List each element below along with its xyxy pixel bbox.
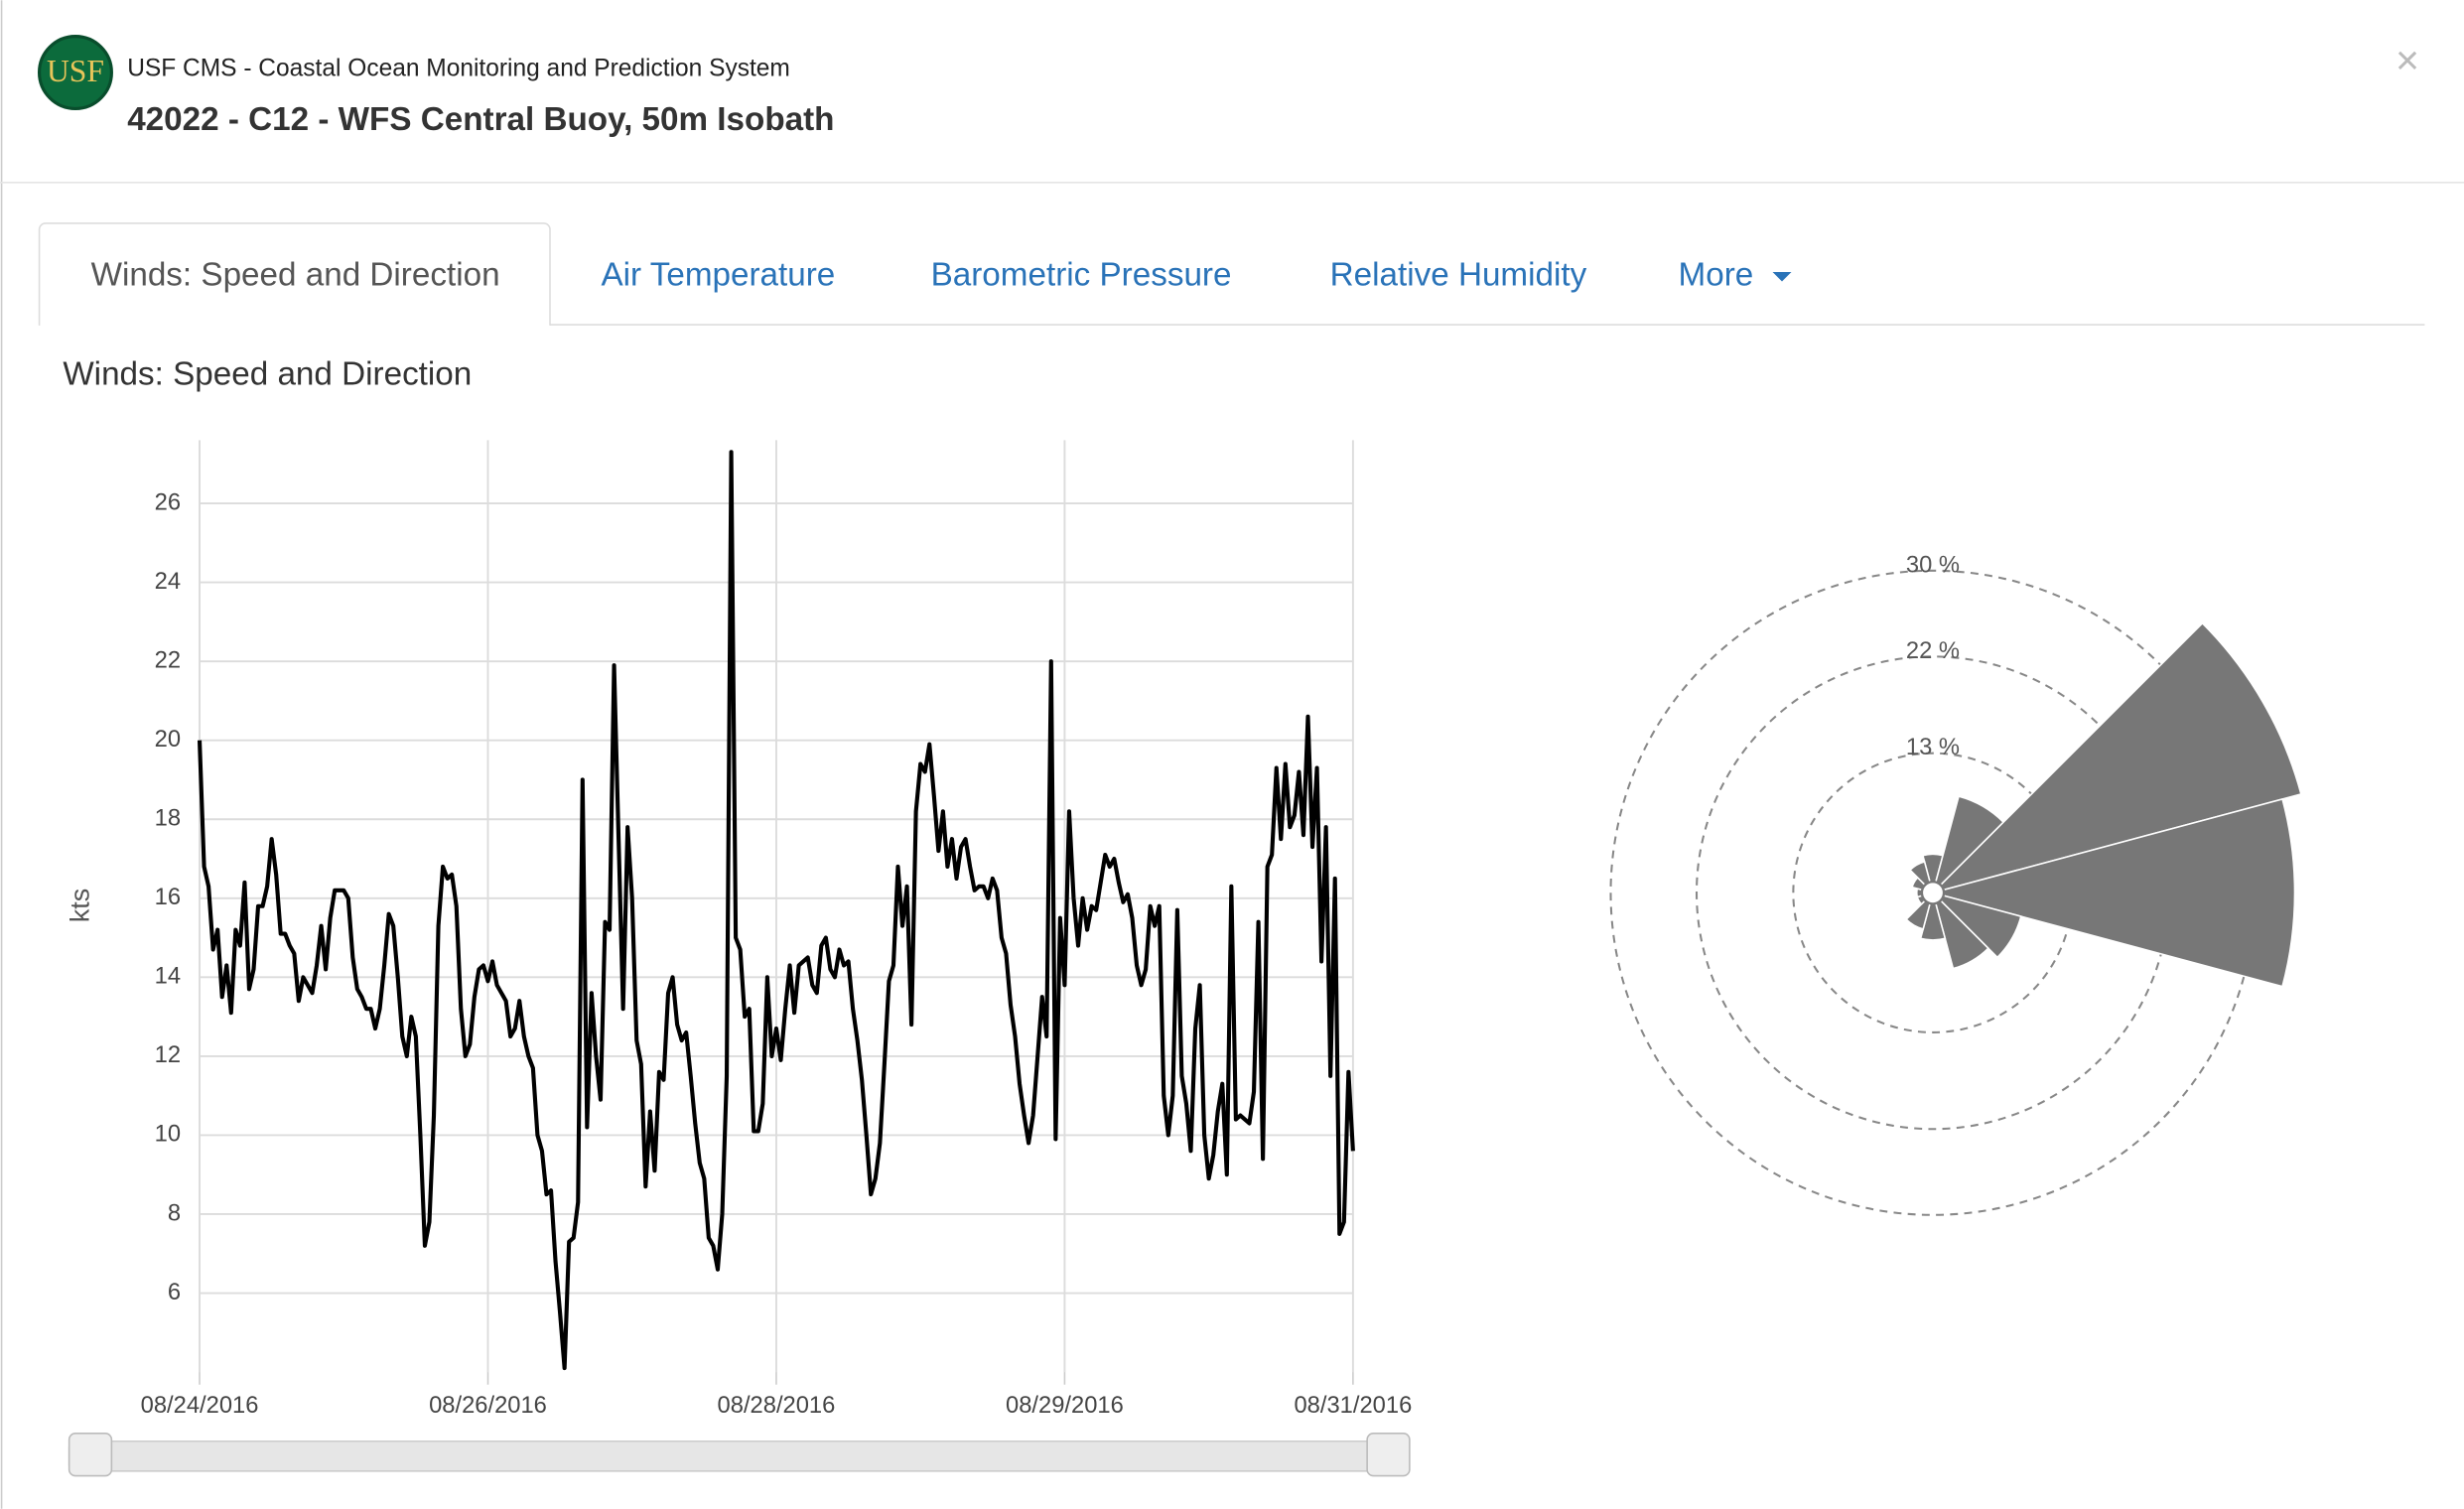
ring-label: 30 % — [1906, 552, 1960, 578]
logo — [37, 35, 113, 111]
y-tick-label: 14 — [155, 964, 181, 990]
range-handle-right[interactable] — [1366, 1433, 1411, 1477]
y-tick-label: 22 — [155, 647, 181, 673]
y-tick-label: 26 — [155, 489, 181, 515]
y-tick-label: 20 — [155, 727, 181, 753]
y-tick-label: 24 — [155, 569, 181, 595]
data-line — [197, 450, 1355, 1371]
x-tick-label: 08/31/2016 — [1294, 1393, 1412, 1419]
logo-text: USF — [47, 54, 104, 88]
sector — [1930, 891, 2022, 959]
tab[interactable]: Relative Humidity — [1330, 257, 1587, 294]
app-title: USF CMS - Coastal Ocean Monitoring and P… — [127, 55, 790, 81]
range-slider-track — [68, 1440, 1410, 1472]
tab[interactable]: Barometric Pressure — [931, 257, 1232, 294]
range-handle-left[interactable] — [68, 1433, 113, 1477]
sector — [1919, 890, 1947, 941]
wind-rose: 13 % 22 % 30 % — [1609, 552, 2302, 1216]
close-button[interactable]: × — [2396, 37, 2419, 82]
active-tab-box — [38, 222, 551, 326]
y-axis-label: kts — [65, 889, 94, 922]
tab[interactable]: Air Temperature — [601, 257, 835, 294]
x-tick-label: 08/29/2016 — [1006, 1393, 1124, 1419]
x-tick-label: 08/26/2016 — [429, 1393, 547, 1419]
y-tick-label: 16 — [155, 885, 181, 910]
station-title: 42022 - C12 - WFS Central Buoy, 50m Isob… — [127, 101, 834, 138]
ring-label: 22 % — [1906, 638, 1960, 664]
y-tick-label: 12 — [155, 1042, 181, 1068]
x-tick-label: 08/28/2016 — [718, 1393, 836, 1419]
sector — [1930, 621, 2302, 894]
section-title: Winds: Speed and Direction — [63, 355, 472, 392]
y-tick-label: 18 — [155, 806, 181, 832]
center — [1920, 881, 1946, 905]
sector — [1929, 797, 2296, 988]
tab[interactable]: More — [1679, 257, 1754, 294]
y-tick-label: 6 — [168, 1280, 181, 1305]
line-chart: 6 8 10 12 14 16 18 20 22 24 26 08/24/2016 08/26/2016… — [141, 440, 1412, 1419]
x-tick-label: 08/24/2016 — [141, 1393, 259, 1419]
sector — [1931, 890, 1989, 970]
tab[interactable]: Winds: Speed and Direction — [91, 257, 500, 294]
dropdown-caret — [1772, 272, 1792, 282]
y-tick-label: 8 — [168, 1200, 181, 1226]
y-tick-label: 10 — [155, 1122, 181, 1148]
ring-label: 13 % — [1906, 735, 1960, 760]
